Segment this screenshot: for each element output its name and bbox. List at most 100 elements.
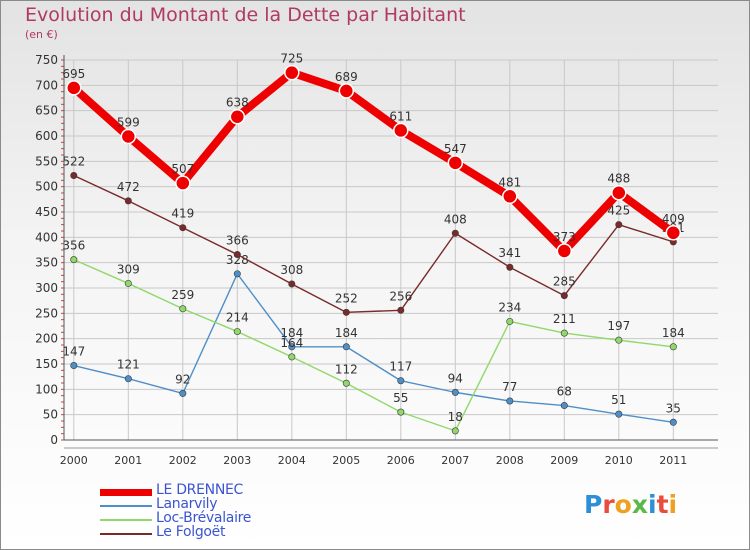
data-point (288, 280, 296, 288)
data-point (451, 427, 459, 435)
data-point (288, 353, 296, 361)
x-tick-label: 2001 (114, 454, 142, 467)
x-tick-label: 2010 (605, 454, 633, 467)
y-tick-label: 550 (35, 154, 58, 168)
data-point (451, 229, 459, 237)
y-tick-label: 50 (43, 408, 58, 422)
data-label: 256 (389, 289, 412, 303)
data-point (451, 388, 459, 396)
y-tick-label: 500 (35, 180, 58, 194)
data-label: 55 (393, 391, 408, 405)
y-tick-label: 750 (35, 53, 58, 67)
data-point (124, 279, 132, 287)
data-label: 309 (117, 262, 140, 276)
data-point (669, 418, 677, 426)
logo-letter: i (668, 490, 678, 519)
data-point (560, 402, 568, 410)
data-point (179, 305, 187, 313)
data-label: 94 (448, 371, 463, 385)
data-point (70, 256, 78, 264)
series-line (73, 258, 675, 432)
data-point (124, 197, 132, 205)
data-point (447, 155, 464, 171)
data-label: 92 (175, 372, 190, 386)
series-line (73, 273, 675, 423)
data-point (615, 410, 623, 418)
data-label: 252 (335, 291, 358, 305)
logo-letter: x (631, 490, 648, 519)
data-label: 488 (607, 172, 630, 186)
data-point (288, 343, 296, 351)
x-tick-label: 2000 (60, 454, 88, 467)
data-label: 112 (335, 362, 358, 376)
y-tick-label: 300 (35, 281, 58, 295)
data-label: 408 (444, 212, 467, 226)
data-point (233, 251, 241, 259)
data-label: 164 (280, 336, 303, 350)
data-point (342, 379, 350, 387)
y-tick-label: 100 (35, 382, 58, 396)
data-point (506, 263, 514, 271)
x-tick-label: 2006 (387, 454, 415, 467)
data-point (233, 328, 241, 336)
data-label: 689 (335, 70, 358, 84)
legend-label: LE DRENNEC (156, 482, 244, 498)
y-tick-label: 600 (35, 129, 58, 143)
x-tick-label: 2004 (278, 454, 306, 467)
y-tick-label: 700 (35, 78, 58, 92)
data-label: 419 (171, 207, 194, 221)
data-label: 51 (611, 393, 626, 407)
data-label: 328 (226, 253, 249, 267)
data-point (611, 184, 627, 201)
data-label: 184 (662, 326, 685, 340)
data-label: 214 (226, 311, 249, 325)
y-tick-label: 350 (35, 256, 58, 270)
legend-label: Loc-Brévalaire (156, 510, 252, 526)
x-tick-label: 2005 (332, 454, 360, 467)
data-label: 599 (117, 116, 140, 130)
y-tick-label: 650 (35, 104, 58, 118)
x-tick-label: 2002 (169, 454, 197, 467)
data-point (120, 128, 137, 145)
x-tick-label: 2008 (496, 454, 524, 467)
data-label: 638 (226, 96, 249, 110)
data-label: 356 (62, 239, 85, 253)
data-label: 35 (666, 401, 681, 415)
data-label: 259 (171, 288, 194, 302)
legend-label: Lanarvily (156, 496, 218, 512)
data-label: 425 (607, 204, 630, 218)
data-point (502, 188, 518, 205)
logo-letter: o (614, 490, 632, 519)
proxiti-logo: Proxiti (584, 490, 677, 519)
data-label: 117 (389, 360, 412, 374)
y-tick-label: 450 (35, 205, 58, 219)
series-line (73, 174, 675, 314)
data-label: 308 (280, 263, 303, 277)
data-label: 507 (171, 162, 194, 176)
x-tick-label: 2009 (550, 454, 578, 467)
data-point (70, 362, 78, 370)
legend-label: Le Folgoët (156, 524, 226, 540)
data-label: 184 (335, 326, 358, 340)
data-point (506, 317, 514, 325)
x-tick-label: 2003 (223, 454, 251, 467)
data-point (179, 389, 187, 397)
data-point (338, 83, 355, 99)
data-label: 409 (662, 212, 685, 226)
legend-swatch (100, 519, 152, 521)
data-point (669, 343, 677, 351)
legend-swatch (100, 488, 152, 496)
y-tick-label: 150 (35, 357, 58, 371)
data-label: 18 (448, 410, 463, 424)
y-tick-label: 400 (35, 230, 58, 244)
data-point (560, 329, 568, 337)
x-tick-label: 2007 (441, 454, 469, 467)
data-label: 373 (553, 230, 576, 244)
data-point (233, 270, 241, 278)
data-label: 234 (498, 300, 521, 314)
data-point (393, 122, 409, 139)
data-point (124, 375, 132, 383)
logo-letter: i (648, 490, 657, 519)
